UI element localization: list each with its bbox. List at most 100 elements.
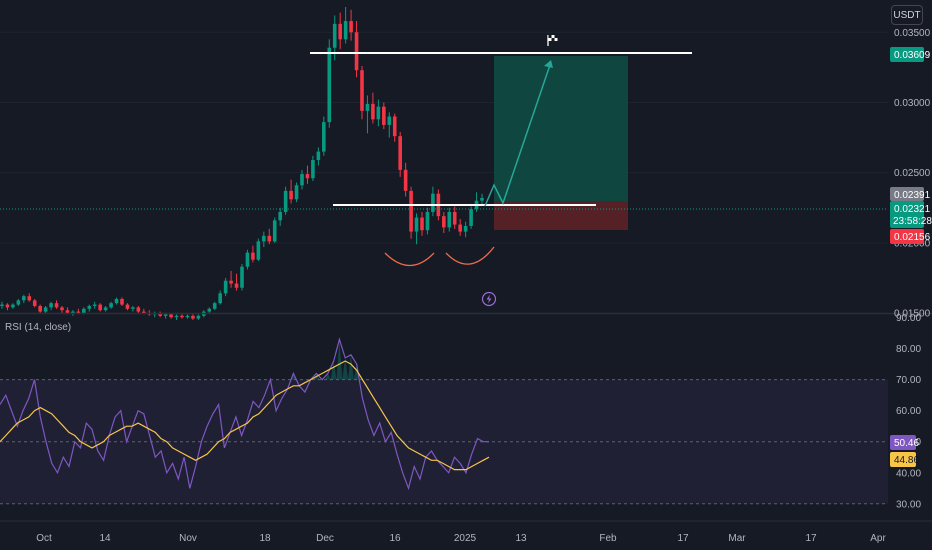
candle [234,273,239,291]
target-price-badge: 0.03609 [890,47,931,62]
candle [283,186,288,215]
currency-button[interactable]: USDT [891,5,923,25]
flag-icon[interactable] [547,35,558,46]
candle [174,314,179,321]
candle [278,207,282,226]
stop-price-badge: 0.02156 [890,229,931,244]
candle [294,182,299,203]
price-tick-label: 0.01500 [894,309,931,320]
countdown-timer: 23:58:28 [893,216,932,227]
rsi-label[interactable]: RSI (14, close) [5,322,71,333]
time-tick-label: Oct [36,533,52,544]
candle [371,92,375,124]
candle [16,298,21,306]
candle [207,307,212,313]
candle [131,305,135,312]
candle [480,193,484,205]
candle [38,304,42,313]
rsi-grid [0,379,888,505]
candle [223,277,228,297]
candle [229,270,233,288]
candle [185,314,190,319]
price-tick-label: 0.02500 [894,168,931,179]
candle [469,206,473,229]
candle [463,221,468,238]
bottom-arc-left[interactable] [384,252,435,267]
candle [120,297,124,306]
candle [431,186,435,217]
time-tick-label: Apr [870,533,886,544]
candle [425,207,430,235]
prev-close-badge: 0.02391 [890,187,931,201]
rsi-line[interactable] [0,337,489,491]
target-zone[interactable] [494,56,628,201]
time-tick-label: 14 [99,533,111,544]
candle [392,113,397,142]
candle [365,95,370,134]
candle [349,9,353,41]
candle [191,314,195,321]
rsi-ma-line[interactable] [0,360,490,471]
svg-text:0.02391: 0.02391 [894,190,931,201]
candle [218,290,222,305]
last-price-badge: 0.02321 23:58:28 [890,201,932,228]
price-tick-label: 0.03000 [894,98,931,109]
candle [409,186,413,239]
candle [289,179,293,204]
bottom-arc-right[interactable] [445,246,495,265]
candle [316,147,321,166]
rsi-tick-label: 30.00 [896,499,921,510]
candlestick-series [0,7,484,321]
candle [398,131,402,177]
svg-text:44.86: 44.86 [894,455,919,466]
time-tick-label: 13 [515,533,527,544]
candle [322,116,326,156]
candle [300,169,304,190]
candle [452,206,457,229]
rsi-tick-label: 60.00 [896,406,921,417]
candle [262,231,266,248]
candle [420,211,424,236]
candle [442,211,446,233]
lightning-icon[interactable] [481,291,497,307]
candle [136,305,141,313]
candle [196,314,201,321]
price-tick-label: 0.03500 [894,28,931,39]
candle [387,112,392,138]
rsi-ma-badge: 44.86 [890,452,919,467]
candle [251,245,255,263]
time-tick-label: 2025 [454,533,477,544]
svg-text:0.02321: 0.02321 [894,204,931,215]
rsi-tick-label: 90.00 [896,313,921,324]
candle [338,12,342,50]
candle [152,311,157,318]
time-tick-label: 17 [677,533,689,544]
projection-path[interactable] [484,61,552,207]
candle [240,263,244,291]
svg-text:0.03609: 0.03609 [894,50,931,61]
rsi-value-badge: 50.46 [890,435,919,450]
candle [125,303,130,311]
projection-arrow-head [544,60,553,68]
candle [458,218,462,236]
time-tick-label: Mar [728,533,746,544]
candle [447,207,452,232]
time-tick-label: 18 [259,533,271,544]
candle [60,305,64,313]
candle [305,165,310,184]
time-tick-label: 17 [805,533,817,544]
svg-text:0.02156: 0.02156 [894,232,931,243]
candle [0,301,4,309]
time-axis[interactable]: Oct 14 Nov 18 Dec 16 2025 13 Feb 17 Mar 17 Apr [0,520,932,544]
candle [327,39,332,128]
candle [272,217,277,243]
candle [114,297,119,305]
candle [382,102,386,130]
candle [5,303,10,311]
time-tick-label: 16 [389,533,401,544]
candle [354,21,359,78]
candle [98,303,102,312]
